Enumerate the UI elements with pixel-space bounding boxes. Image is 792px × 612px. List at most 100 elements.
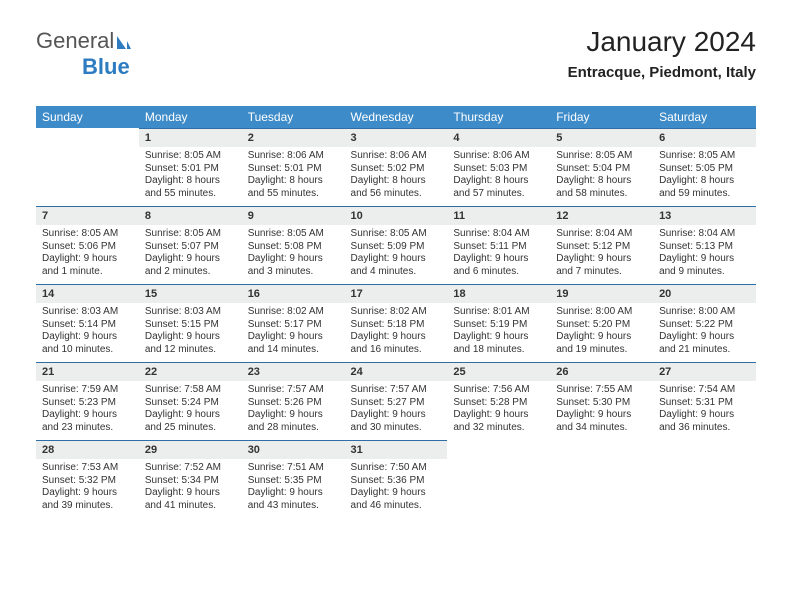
day-info-line: Sunrise: 8:05 AM <box>145 150 236 163</box>
day-info: Sunrise: 8:06 AMSunset: 5:01 PMDaylight:… <box>242 147 345 202</box>
day-info-line: and 32 minutes. <box>453 422 544 435</box>
day-info-line: Sunrise: 7:53 AM <box>42 462 133 475</box>
day-info-line: Daylight: 9 hours <box>145 409 236 422</box>
day-info-line: Daylight: 9 hours <box>42 253 133 266</box>
calendar-row: 14 Sunrise: 8:03 AMSunset: 5:14 PM Dayligh… <box>36 284 756 362</box>
day-number: 1 <box>139 128 242 147</box>
day-info-line: Sunrise: 8:05 AM <box>145 228 236 241</box>
day-info-line: Daylight: 9 hours <box>556 253 647 266</box>
day-info-line: Sunrise: 8:06 AM <box>351 150 442 163</box>
day-info-line: Daylight: 8 hours <box>145 175 236 188</box>
day-info-line: Daylight: 9 hours <box>248 487 339 500</box>
day-info: Sunrise: 7:58 AMSunset: 5:24 PMDaylight:… <box>139 381 242 436</box>
day-number: 14 <box>36 284 139 303</box>
calendar-cell: 28Sunrise: 7:53 AMSunset: 5:32 PMDayligh… <box>36 440 139 518</box>
header-saturday: Saturday <box>653 106 756 128</box>
day-info-line: and 28 minutes. <box>248 422 339 435</box>
day-info: Sunrise: 8:00 AMSunset: 5:22 PMDaylight:… <box>653 303 756 358</box>
day-info-line: Sunrise: 8:03 AM <box>42 306 133 319</box>
day-info-line: and 6 minutes. <box>453 266 544 279</box>
day-info-line: Sunset: 5:01 PM <box>248 163 339 176</box>
logo-text-2: Blue <box>82 54 130 79</box>
day-info-line: Daylight: 8 hours <box>453 175 544 188</box>
day-info-line: and 59 minutes. <box>659 188 750 201</box>
day-number: 18 <box>447 284 550 303</box>
calendar-cell <box>447 440 550 518</box>
calendar-cell: 8Sunrise: 8:05 AMSunset: 5:07 PMDaylight… <box>139 206 242 284</box>
day-info-line: Sunset: 5:14 PM <box>42 319 133 332</box>
day-info-line: Daylight: 9 hours <box>453 253 544 266</box>
day-info-line: Daylight: 9 hours <box>556 409 647 422</box>
calendar-cell: 23Sunrise: 7:57 AMSunset: 5:26 PMDayligh… <box>242 362 345 440</box>
calendar-cell: 7Sunrise: 8:05 AMSunset: 5:06 PMDaylight… <box>36 206 139 284</box>
day-info: Sunrise: 8:03 AMSunset: 5:15 PMDaylight:… <box>139 303 242 358</box>
day-info-line: Sunrise: 8:04 AM <box>659 228 750 241</box>
day-number: 23 <box>242 362 345 381</box>
day-info-line: and 23 minutes. <box>42 422 133 435</box>
day-info-line: and 46 minutes. <box>351 500 442 513</box>
day-info-line: Daylight: 9 hours <box>351 253 442 266</box>
day-info-line: Daylight: 9 hours <box>453 331 544 344</box>
calendar-cell: 19Sunrise: 8:00 AMSunset: 5:20 PMDayligh… <box>550 284 653 362</box>
day-info-line: Daylight: 9 hours <box>659 409 750 422</box>
day-info-line: and 16 minutes. <box>351 344 442 357</box>
calendar-cell: 14Sunrise: 8:03 AMSunset: 5:14 PMDayligh… <box>36 284 139 362</box>
day-info-line: and 14 minutes. <box>248 344 339 357</box>
day-info-line: and 18 minutes. <box>453 344 544 357</box>
day-info-line: and 1 minute. <box>42 266 133 279</box>
calendar-cell: 16Sunrise: 8:02 AMSunset: 5:17 PMDayligh… <box>242 284 345 362</box>
day-info: Sunrise: 8:01 AMSunset: 5:19 PMDaylight:… <box>447 303 550 358</box>
calendar-cell: 6Sunrise: 8:05 AMSunset: 5:05 PMDaylight… <box>653 128 756 206</box>
day-number: 30 <box>242 440 345 459</box>
calendar-cell: 9Sunrise: 8:05 AMSunset: 5:08 PMDaylight… <box>242 206 345 284</box>
day-info-line: Sunrise: 7:59 AM <box>42 384 133 397</box>
day-info: Sunrise: 8:04 AMSunset: 5:13 PMDaylight:… <box>653 225 756 280</box>
day-info: Sunrise: 7:53 AMSunset: 5:32 PMDaylight:… <box>36 459 139 514</box>
day-info-line: Sunrise: 7:54 AM <box>659 384 750 397</box>
day-info: Sunrise: 8:00 AMSunset: 5:20 PMDaylight:… <box>550 303 653 358</box>
day-info-line: Daylight: 8 hours <box>556 175 647 188</box>
calendar-row: 7Sunrise: 8:05 AMSunset: 5:06 PMDaylight… <box>36 206 756 284</box>
day-number: 21 <box>36 362 139 381</box>
day-info-line: Daylight: 9 hours <box>145 331 236 344</box>
day-info-line: and 2 minutes. <box>145 266 236 279</box>
day-info: Sunrise: 7:55 AMSunset: 5:30 PMDaylight:… <box>550 381 653 436</box>
day-info: Sunrise: 8:06 AMSunset: 5:02 PMDaylight:… <box>345 147 448 202</box>
calendar-row: 1Sunrise: 8:05 AMSunset: 5:01 PMDaylight… <box>36 128 756 206</box>
day-info: Sunrise: 8:05 AMSunset: 5:05 PMDaylight:… <box>653 147 756 202</box>
day-info: Sunrise: 8:05 AMSunset: 5:06 PMDaylight:… <box>36 225 139 280</box>
day-number: 26 <box>550 362 653 381</box>
day-number: 13 <box>653 206 756 225</box>
calendar-row: 28Sunrise: 7:53 AMSunset: 5:32 PMDayligh… <box>36 440 756 518</box>
day-number: 19 <box>550 284 653 303</box>
day-number: 31 <box>345 440 448 459</box>
day-info-line: Sunrise: 7:57 AM <box>351 384 442 397</box>
day-info-line: Daylight: 9 hours <box>351 487 442 500</box>
day-info: Sunrise: 7:56 AMSunset: 5:28 PMDaylight:… <box>447 381 550 436</box>
day-info-line: Sunrise: 8:05 AM <box>42 228 133 241</box>
day-info-line: and 25 minutes. <box>145 422 236 435</box>
day-info-line: and 30 minutes. <box>351 422 442 435</box>
day-info: Sunrise: 7:50 AMSunset: 5:36 PMDaylight:… <box>345 459 448 514</box>
calendar-cell: 29Sunrise: 7:52 AMSunset: 5:34 PMDayligh… <box>139 440 242 518</box>
day-info-line: Daylight: 8 hours <box>659 175 750 188</box>
day-info-line: Sunrise: 7:52 AM <box>145 462 236 475</box>
day-info-line: Sunset: 5:01 PM <box>145 163 236 176</box>
day-info-line: Sunrise: 7:51 AM <box>248 462 339 475</box>
calendar-cell: 25Sunrise: 7:56 AMSunset: 5:28 PMDayligh… <box>447 362 550 440</box>
day-number: 4 <box>447 128 550 147</box>
day-info-line: Sunset: 5:18 PM <box>351 319 442 332</box>
day-info-line: Sunrise: 8:05 AM <box>351 228 442 241</box>
day-info: Sunrise: 7:57 AMSunset: 5:27 PMDaylight:… <box>345 381 448 436</box>
day-info-line: and 21 minutes. <box>659 344 750 357</box>
day-number: 17 <box>345 284 448 303</box>
day-info-line: and 43 minutes. <box>248 500 339 513</box>
day-info: Sunrise: 8:06 AMSunset: 5:03 PMDaylight:… <box>447 147 550 202</box>
day-number: 12 <box>550 206 653 225</box>
calendar-cell: 5Sunrise: 8:05 AMSunset: 5:04 PMDaylight… <box>550 128 653 206</box>
day-info-line: Sunrise: 8:04 AM <box>556 228 647 241</box>
day-info-line: and 56 minutes. <box>351 188 442 201</box>
day-info: Sunrise: 7:59 AMSunset: 5:23 PMDaylight:… <box>36 381 139 436</box>
title-block: January 2024 Entracque, Piedmont, Italy <box>568 26 756 81</box>
day-info: Sunrise: 8:04 AMSunset: 5:11 PMDaylight:… <box>447 225 550 280</box>
